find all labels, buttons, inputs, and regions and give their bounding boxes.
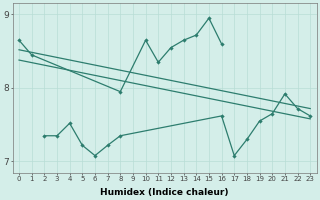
X-axis label: Humidex (Indice chaleur): Humidex (Indice chaleur)	[100, 188, 229, 197]
